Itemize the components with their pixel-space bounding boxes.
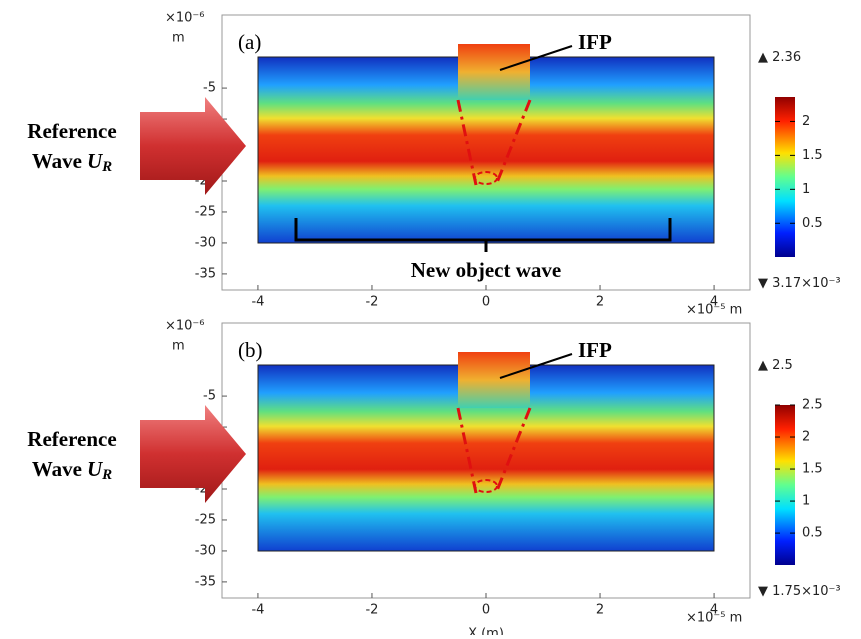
focus xyxy=(474,171,498,185)
colorbar-tick-label: 1 xyxy=(802,182,810,197)
x-tick-label: -2 xyxy=(365,603,378,618)
colorbar-tick-label: 0.5 xyxy=(802,526,823,541)
x-exponent: ×10⁻⁵ m xyxy=(686,611,742,626)
y-exponent: ×10⁻⁶ xyxy=(165,11,205,26)
ifp-pointer xyxy=(499,45,573,71)
colorbar-tick-label: 1.5 xyxy=(802,148,823,163)
reference-arrow xyxy=(140,405,246,503)
x-tick-label: -4 xyxy=(251,295,264,310)
y-tick-label: -5 xyxy=(203,81,216,96)
min-value: 1.75×10⁻³ xyxy=(772,584,840,599)
ifp-pointer xyxy=(499,353,573,379)
beam-edge xyxy=(494,99,532,186)
panel-label: (a) xyxy=(238,30,261,54)
min-value: 3.17×10⁻³ xyxy=(772,276,840,291)
colorbar-tick-label: 1 xyxy=(802,494,810,509)
x-tick-label: 4 xyxy=(710,603,718,618)
reference-subscript: R xyxy=(101,159,112,175)
ifp-region xyxy=(458,352,530,408)
colorbar-max: ▲ 2.36 xyxy=(758,50,801,65)
y-tick-label: -35 xyxy=(195,266,216,281)
x-tick-label: 4 xyxy=(710,295,718,310)
brace xyxy=(294,218,672,252)
reference-word: Wave xyxy=(32,149,82,173)
reference-symbol: U xyxy=(87,149,104,173)
x-tick-label: -2 xyxy=(365,295,378,310)
x-tick-label: 0 xyxy=(482,295,490,310)
colorbar-tick-label: 1.5 xyxy=(802,462,823,477)
x-tick-label: 2 xyxy=(596,295,604,310)
min-arrow: ▼ xyxy=(758,584,772,599)
max-arrow: ▲ xyxy=(758,50,772,65)
colorbar xyxy=(775,405,795,565)
max-arrow: ▲ xyxy=(758,358,772,373)
colorbar-tick-label: 2.5 xyxy=(802,398,823,413)
reference-label: Reference xyxy=(27,427,116,451)
y-tick-label: -30 xyxy=(195,543,216,558)
colorbar-tick-label: 2 xyxy=(802,114,810,129)
panel-label: (b) xyxy=(238,338,263,362)
focus xyxy=(474,479,498,493)
min-arrow: ▼ xyxy=(758,276,772,291)
object-wave-label: New object wave xyxy=(411,258,561,282)
colorbar-max: ▲ 2.5 xyxy=(758,358,793,373)
x-exponent: ×10⁻⁵ m xyxy=(686,303,742,318)
colorbar-min: ▼ 3.17×10⁻³ xyxy=(758,276,841,291)
y-tick-label: -25 xyxy=(195,204,216,219)
x-tick-label: -4 xyxy=(251,603,264,618)
reference-subscript: R xyxy=(101,467,112,483)
y-tick-label: -25 xyxy=(195,512,216,527)
y-tick-label: -5 xyxy=(203,389,216,404)
y-tick-label: -35 xyxy=(195,574,216,589)
colorbar-tick-label: 0.5 xyxy=(802,216,823,231)
max-value: 2.5 xyxy=(772,358,793,373)
y-tick-label: -30 xyxy=(195,235,216,250)
colorbar-min: ▼ 1.75×10⁻³ xyxy=(758,584,841,599)
beam-edge xyxy=(456,407,478,494)
ifp-label: IFP xyxy=(578,338,612,362)
reference-label: Wave UR xyxy=(32,149,112,176)
x-tick-label: 0 xyxy=(482,603,490,618)
beam-edge xyxy=(456,99,478,186)
beam-edge xyxy=(494,407,532,494)
reference-label: Reference xyxy=(27,119,116,143)
reference-label: Wave UR xyxy=(32,457,112,484)
reference-word: Wave xyxy=(32,457,82,481)
ifp-label: IFP xyxy=(578,30,612,54)
max-value: 2.36 xyxy=(772,50,801,65)
reference-arrow xyxy=(140,97,246,195)
x-axis-title: X (m) xyxy=(468,627,504,636)
reference-symbol: U xyxy=(87,457,104,481)
x-tick-label: 2 xyxy=(596,603,604,618)
colorbar xyxy=(775,97,795,257)
ifp-region xyxy=(458,44,530,100)
y-exponent: ×10⁻⁶ xyxy=(165,319,205,334)
colorbar-tick-label: 2 xyxy=(802,430,810,445)
y-unit: m xyxy=(172,339,185,354)
y-unit: m xyxy=(172,31,185,46)
